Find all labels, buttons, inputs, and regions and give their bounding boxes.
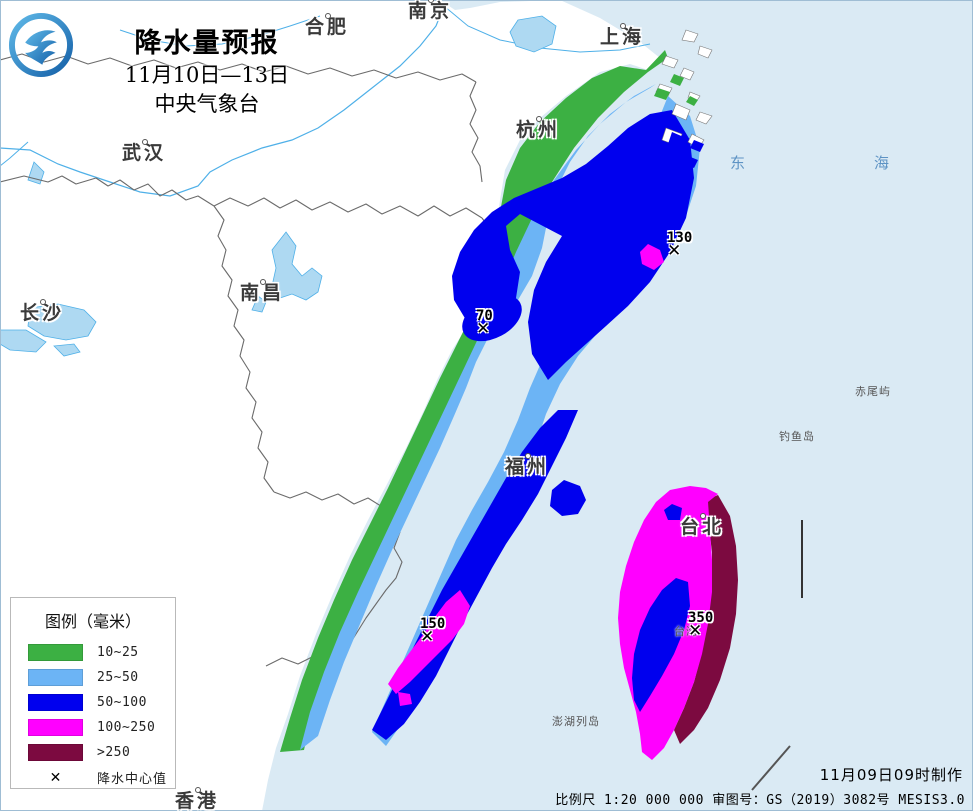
city-dot-长沙 — [40, 299, 46, 305]
legend-label-1: 25~50 — [97, 670, 139, 685]
city-label-台北: 台北 — [680, 516, 725, 538]
taiwan-band-gt250 — [674, 495, 738, 744]
island-label-赤尾屿: 赤尾屿 — [855, 385, 891, 398]
legend-center-value-label: 降水中心值 — [97, 772, 168, 787]
scale-bar-line — [751, 745, 791, 791]
page-title: 降水量预报 — [134, 28, 280, 59]
precip-center-blob-70 — [462, 294, 522, 342]
legend-row-4: >250 — [11, 740, 175, 765]
precip-center-value: 70 — [476, 308, 493, 324]
precip-center-value: 150 — [420, 616, 446, 632]
precip-center-x-marker: ✕ — [420, 627, 435, 647]
island-label-钓鱼岛: 钓鱼岛 — [779, 430, 815, 443]
precip-center-x-marker: ✕ — [667, 241, 682, 261]
legend-label-4: >250 — [97, 745, 131, 760]
legend-label-2: 50~100 — [97, 695, 147, 710]
legend-row-2: 50~100 — [11, 690, 175, 715]
city-dot-南昌 — [260, 279, 266, 285]
city-label-南京: 南京 — [408, 0, 453, 22]
legend-rows: 10~25 25~50 50~100 100~250 >250 — [11, 640, 175, 765]
forecast-date-range: 11月10日—13日 — [124, 63, 290, 88]
taiwan-patch-nw — [664, 504, 682, 520]
offshore-islets-blue — [656, 132, 704, 168]
city-label-长沙: 长沙 — [20, 302, 65, 324]
legend-row-0: 10~25 — [11, 640, 175, 665]
precip-center-value: 350 — [688, 610, 714, 626]
precip-center-130: 130 ✕ — [667, 230, 693, 261]
precip-band-50-100-zhejiang — [452, 110, 694, 380]
precip-center-x-icon: ✕ — [49, 769, 62, 786]
city-dot-武汉 — [142, 139, 148, 145]
taiwan-band-50-100 — [632, 578, 690, 712]
legend-label-3: 100~250 — [97, 720, 156, 735]
city-label-福州: 福州 — [505, 456, 550, 478]
city-dot-合肥 — [325, 13, 331, 19]
precip-center-value: 130 — [667, 230, 693, 246]
city-dot-南京 — [428, 0, 434, 3]
precip-center-350: 350 ✕ — [688, 610, 714, 641]
city-label-武汉: 武汉 — [122, 142, 167, 164]
legend-swatch-0 — [28, 644, 83, 661]
cma-logo-icon — [8, 12, 74, 78]
precip-center-70: 70 ✕ — [476, 308, 493, 339]
scale-and-approval-line: 比例尺 1:20 000 000 审图号：GS（2019）3082号 MESIS… — [555, 793, 965, 808]
legend-swatch-3 — [28, 719, 83, 736]
legend-row-3: 100~250 — [11, 715, 175, 740]
legend-swatch-4 — [28, 744, 83, 761]
city-dot-上海 — [620, 23, 626, 29]
province-borders — [0, 53, 501, 667]
city-dot-香港 — [195, 787, 201, 793]
city-label-南昌: 南昌 — [240, 282, 285, 304]
issuing-organization: 中央气象台 — [154, 92, 260, 117]
precip-patch-magenta-coast — [640, 244, 664, 270]
legend-row-1: 25~50 — [11, 665, 175, 690]
precip-patch-magenta-small — [398, 692, 412, 706]
precip-band-100-250-fujian — [388, 590, 470, 694]
legend-swatch-1 — [28, 669, 83, 686]
sea-label-东: 东 — [730, 154, 748, 172]
city-label-上海: 上海 — [600, 26, 645, 48]
island-label-台湾: 台湾 — [674, 625, 698, 638]
legend-row-center-value: ✕ 降水中心值 — [11, 765, 175, 790]
city-label-合肥: 合肥 — [305, 16, 350, 38]
precip-center-x-marker: ✕ — [688, 621, 703, 641]
city-label-香港: 香港 — [175, 790, 220, 811]
city-dot-杭州 — [536, 116, 542, 122]
city-dot-福州 — [525, 453, 531, 459]
island-label-澎湖列岛: 澎湖列岛 — [552, 715, 600, 728]
legend-title: 图例（毫米） — [44, 612, 141, 631]
precip-center-150: 150 ✕ — [420, 616, 446, 647]
legend-swatch-2 — [28, 694, 83, 711]
precip-center-x-marker: ✕ — [476, 319, 491, 339]
sea-label-海: 海 — [874, 154, 892, 172]
production-time: 11月09日09时制作 — [819, 766, 963, 784]
offshore-islets-green — [654, 74, 698, 106]
rivers-and-lakes — [0, 5, 651, 357]
title-block: 降水量预报 11月10日—13日 中央气象台 — [92, 28, 322, 120]
legend-label-0: 10~25 — [97, 645, 139, 660]
precip-band-25-50 — [300, 84, 656, 750]
city-label-杭州: 杭州 — [516, 119, 561, 141]
precip-patch-fuzhou — [550, 480, 586, 516]
city-dot-台北 — [700, 513, 706, 519]
legend-panel: 图例（毫米） 10~25 25~50 50~100 100~250 >250 ✕ 降水中… — [10, 597, 176, 789]
precip-band-10-25 — [280, 50, 668, 752]
